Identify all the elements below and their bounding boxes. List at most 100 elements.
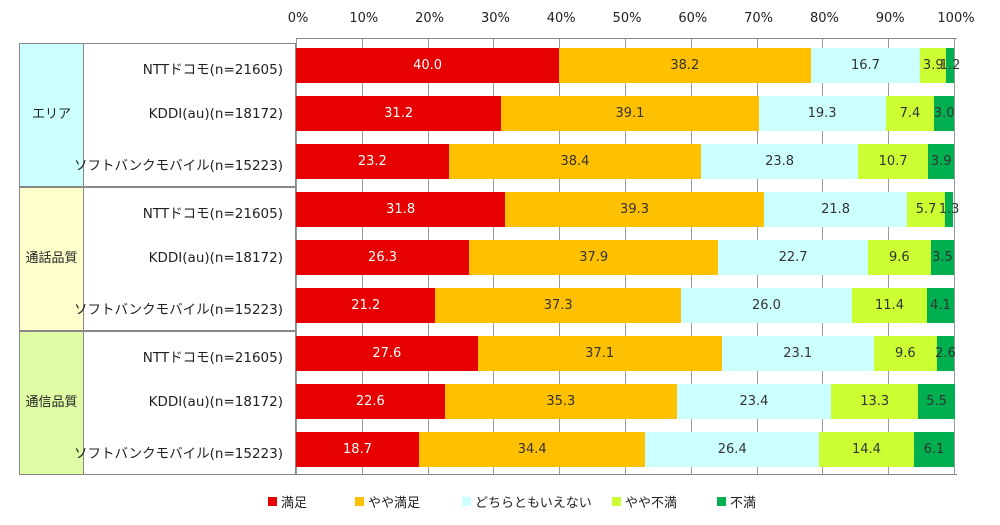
- bar-segment: 23.8: [701, 144, 858, 179]
- data-label: 3.9: [922, 58, 944, 73]
- data-label: 3.9: [930, 154, 952, 169]
- data-label: 13.3: [860, 394, 890, 409]
- row-label: ソフトバンクモバイル(n=15223): [73, 158, 283, 174]
- x-tick-label: 60%: [678, 11, 708, 26]
- data-label: 23.2: [357, 154, 387, 169]
- legend-label: やや満足: [368, 496, 421, 511]
- x-tick-label: 0%: [287, 11, 309, 26]
- data-label: 9.6: [889, 250, 910, 265]
- data-label: 38.2: [670, 58, 700, 73]
- data-label: 10.7: [878, 154, 908, 169]
- bar-segment: 3.9: [928, 144, 954, 179]
- bar-segment: 37.9: [469, 240, 719, 275]
- bar-segment: 18.7: [296, 432, 420, 467]
- bar-segment: 5.7: [907, 192, 945, 227]
- data-label: 3.5: [932, 250, 953, 265]
- bar-segment: 37.3: [435, 288, 681, 323]
- bar-segment: 7.4: [885, 96, 935, 131]
- data-label: 23.4: [739, 394, 769, 409]
- bar-segment: 10.7: [857, 144, 929, 179]
- legend-item: 不満: [717, 492, 756, 511]
- bar-segment: 11.4: [852, 288, 927, 323]
- data-label: 22.6: [355, 394, 385, 409]
- bar-segment: 1.2: [940, 48, 960, 83]
- bar-segment: 3.0: [934, 96, 954, 131]
- bar-segment: 3.5: [930, 240, 954, 275]
- row-label: ソフトバンクモバイル(n=15223): [73, 302, 283, 318]
- data-label: 26.4: [717, 442, 747, 457]
- row-label-column: NTTドコモ(n=21605) KDDI(au)(n=18172) ソフトバンクモバ…: [74, 43, 296, 187]
- bar-segment: 26.0: [680, 288, 852, 323]
- bar-segment: 40.0: [296, 48, 560, 83]
- row-label: NTTドコモ(n=21605): [142, 350, 283, 366]
- bar-segment: 39.1: [501, 96, 759, 131]
- bar-segment: 9.6: [873, 336, 937, 371]
- bar-segment: 26.3: [296, 240, 470, 275]
- data-label: 7.4: [899, 106, 921, 121]
- row-label: NTTドコモ(n=21605): [142, 62, 283, 78]
- legend-item: やや満足: [355, 492, 420, 511]
- x-tick-label: 70%: [744, 11, 774, 26]
- legend-swatch: [268, 497, 277, 506]
- bar-segment: 14.4: [819, 432, 914, 467]
- legend-item: 満足: [268, 492, 307, 511]
- bar-segment: 34.4: [419, 432, 646, 467]
- bar-segment: 19.3: [758, 96, 886, 131]
- bar-segment: 13.3: [830, 384, 919, 419]
- x-tick-label: 20%: [415, 11, 445, 26]
- data-label: 40.0: [413, 58, 443, 73]
- group-label-line: 通信: [25, 395, 52, 410]
- bar-segment: 3.9: [920, 48, 947, 83]
- data-label: 1.2: [939, 58, 961, 73]
- data-label: 1.3: [938, 202, 960, 217]
- data-label: 2.6: [935, 346, 956, 361]
- bar-segment: 4.1: [927, 288, 954, 323]
- data-label: 38.4: [560, 154, 590, 169]
- group-label-line: 通話: [25, 251, 52, 266]
- row-label-column: NTTドコモ(n=21605) KDDI(au)(n=18172) ソフトバンクモバ…: [74, 187, 296, 331]
- data-label: 21.2: [351, 298, 381, 313]
- bar-segment: 9.6: [867, 240, 931, 275]
- x-tick-label: 30%: [480, 11, 510, 26]
- row-label: KDDI(au)(n=18172): [148, 106, 283, 122]
- data-label: 39.1: [615, 106, 645, 121]
- legend-label: 満足: [281, 496, 308, 511]
- row-label: NTTドコモ(n=21605): [142, 206, 283, 222]
- data-label: 26.0: [751, 298, 781, 313]
- row-label-column: NTTドコモ(n=21605) KDDI(au)(n=18172) ソフトバンクモバ…: [74, 331, 296, 475]
- data-label: 35.3: [546, 394, 576, 409]
- data-label: 5.7: [915, 202, 937, 217]
- legend-label: 不満: [730, 496, 757, 511]
- bar-segment: 21.2: [296, 288, 436, 323]
- x-tick-label: 40%: [546, 11, 576, 26]
- data-label: 3.0: [933, 106, 955, 121]
- legend-swatch: [717, 497, 726, 506]
- data-label: 22.7: [778, 250, 808, 265]
- bar-segment: 26.4: [645, 432, 820, 467]
- bar-segment: 38.4: [448, 144, 702, 179]
- bar-segment: 6.1: [913, 432, 954, 467]
- bar-segment: 23.4: [676, 384, 831, 419]
- data-label: 23.8: [765, 154, 795, 169]
- data-label: 23.1: [783, 346, 813, 361]
- data-label: 37.1: [585, 346, 615, 361]
- data-label: 27.6: [372, 346, 402, 361]
- row-label: KDDI(au)(n=18172): [148, 250, 283, 266]
- bar-segment: 21.8: [763, 192, 908, 227]
- legend-label: どちらともいえない: [475, 496, 592, 511]
- row-label: KDDI(au)(n=18172): [148, 394, 283, 410]
- legend-label: やや不満: [625, 496, 678, 511]
- group-label: 通信 品質: [19, 331, 84, 475]
- legend-swatch: [462, 497, 471, 506]
- legend-item: やや不満: [612, 492, 677, 511]
- bar-segment: 27.6: [296, 336, 478, 371]
- data-label: 19.3: [807, 106, 837, 121]
- data-label: 34.4: [517, 442, 547, 457]
- bar-segment: 1.3: [939, 192, 959, 227]
- bar-segment: 31.8: [296, 192, 506, 227]
- data-label: 18.7: [343, 442, 372, 457]
- data-label: 31.8: [386, 202, 416, 217]
- group-label-line: 品質: [51, 395, 78, 410]
- data-label: 11.4: [875, 298, 904, 313]
